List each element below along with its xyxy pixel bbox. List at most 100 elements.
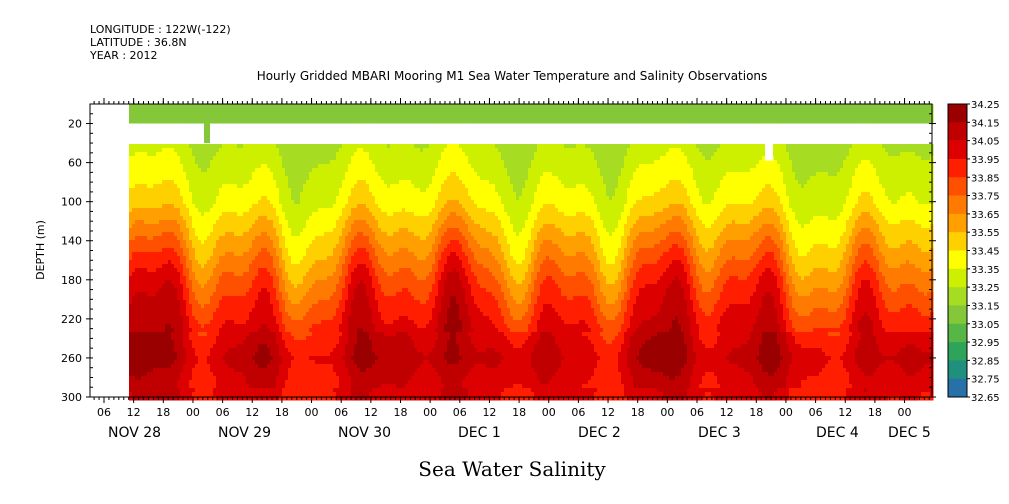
salinity-cell	[303, 364, 307, 369]
salinity-cell	[240, 252, 244, 257]
salinity-cell	[144, 248, 148, 253]
salinity-cell	[204, 344, 208, 349]
salinity-cell	[330, 176, 334, 181]
salinity-cell	[129, 168, 133, 173]
salinity-cell	[234, 204, 238, 209]
salinity-cell	[174, 296, 178, 301]
salinity-cell	[156, 384, 160, 389]
salinity-cell	[234, 348, 238, 353]
salinity-cell	[255, 224, 259, 229]
salinity-cell	[249, 276, 253, 281]
salinity-cell	[336, 216, 340, 221]
salinity-cell	[138, 252, 142, 257]
salinity-cell	[273, 280, 277, 285]
salinity-cell	[246, 372, 250, 377]
salinity-cell	[225, 320, 229, 325]
salinity-cell	[195, 356, 199, 361]
salinity-cell	[147, 380, 151, 385]
salinity-cell	[195, 240, 199, 245]
salinity-cell	[264, 220, 268, 225]
salinity-cell	[261, 180, 265, 185]
salinity-cell	[276, 364, 280, 369]
salinity-cell	[330, 236, 334, 241]
salinity-cell	[342, 240, 346, 245]
salinity-cell	[135, 228, 139, 233]
salinity-cell	[165, 156, 169, 161]
salinity-cell	[225, 388, 229, 393]
salinity-cell	[282, 264, 286, 269]
salinity-cell	[282, 144, 286, 149]
salinity-cell	[159, 332, 163, 337]
salinity-cell	[234, 344, 238, 349]
salinity-cell	[324, 348, 328, 353]
salinity-cell	[141, 200, 145, 205]
salinity-cell	[249, 348, 253, 353]
salinity-cell	[312, 176, 316, 181]
salinity-cell	[201, 248, 205, 253]
salinity-cell	[294, 224, 298, 229]
salinity-cell	[327, 156, 331, 161]
salinity-cell	[339, 368, 343, 373]
salinity-cell	[156, 336, 160, 341]
salinity-cell	[138, 292, 142, 297]
salinity-cell	[312, 356, 316, 361]
salinity-cell	[132, 356, 136, 361]
salinity-cell	[303, 264, 307, 269]
salinity-cell	[198, 292, 202, 297]
salinity-cell	[132, 232, 136, 237]
salinity-cell	[342, 356, 346, 361]
salinity-cell	[237, 288, 241, 293]
salinity-cell	[261, 144, 265, 149]
salinity-cell	[138, 216, 142, 221]
salinity-cell	[339, 336, 343, 341]
salinity-cell	[282, 332, 286, 337]
salinity-cell	[339, 224, 343, 229]
salinity-cell	[156, 144, 160, 149]
salinity-cell	[324, 288, 328, 293]
salinity-cell	[288, 352, 292, 357]
salinity-cell	[144, 328, 148, 333]
salinity-cell	[156, 300, 160, 305]
salinity-cell	[285, 176, 289, 181]
salinity-cell	[336, 288, 340, 293]
salinity-cell	[312, 328, 316, 333]
salinity-cell	[171, 300, 175, 305]
salinity-cell	[333, 160, 337, 165]
salinity-cell	[297, 352, 301, 357]
salinity-cell	[261, 276, 265, 281]
salinity-cell	[252, 144, 256, 149]
salinity-cell	[285, 260, 289, 265]
salinity-cell	[192, 144, 196, 149]
salinity-cell	[324, 164, 328, 169]
salinity-cell	[237, 316, 241, 321]
salinity-cell	[297, 216, 301, 221]
salinity-cell	[303, 308, 307, 313]
salinity-cell	[189, 164, 193, 169]
salinity-cell	[201, 208, 205, 213]
salinity-cell	[339, 216, 343, 221]
salinity-cell	[333, 356, 337, 361]
salinity-cell	[201, 304, 205, 309]
salinity-cell	[237, 352, 241, 357]
salinity-cell	[144, 308, 148, 313]
salinity-cell	[255, 240, 259, 245]
salinity-cell	[336, 192, 340, 197]
salinity-cell	[198, 376, 202, 381]
salinity-cell	[213, 320, 217, 325]
salinity-cell	[138, 148, 142, 153]
salinity-cell	[189, 220, 193, 225]
salinity-cell	[213, 224, 217, 229]
salinity-cell	[135, 224, 139, 229]
salinity-cell	[213, 372, 217, 377]
salinity-cell	[258, 260, 262, 265]
salinity-cell	[165, 228, 169, 233]
salinity-cell	[228, 348, 232, 353]
salinity-cell	[147, 288, 151, 293]
salinity-cell	[273, 340, 277, 345]
salinity-cell	[237, 204, 241, 209]
salinity-cell	[303, 384, 307, 389]
salinity-cell	[330, 340, 334, 345]
salinity-cell	[336, 344, 340, 349]
salinity-cell	[159, 256, 163, 261]
salinity-cell	[135, 356, 139, 361]
